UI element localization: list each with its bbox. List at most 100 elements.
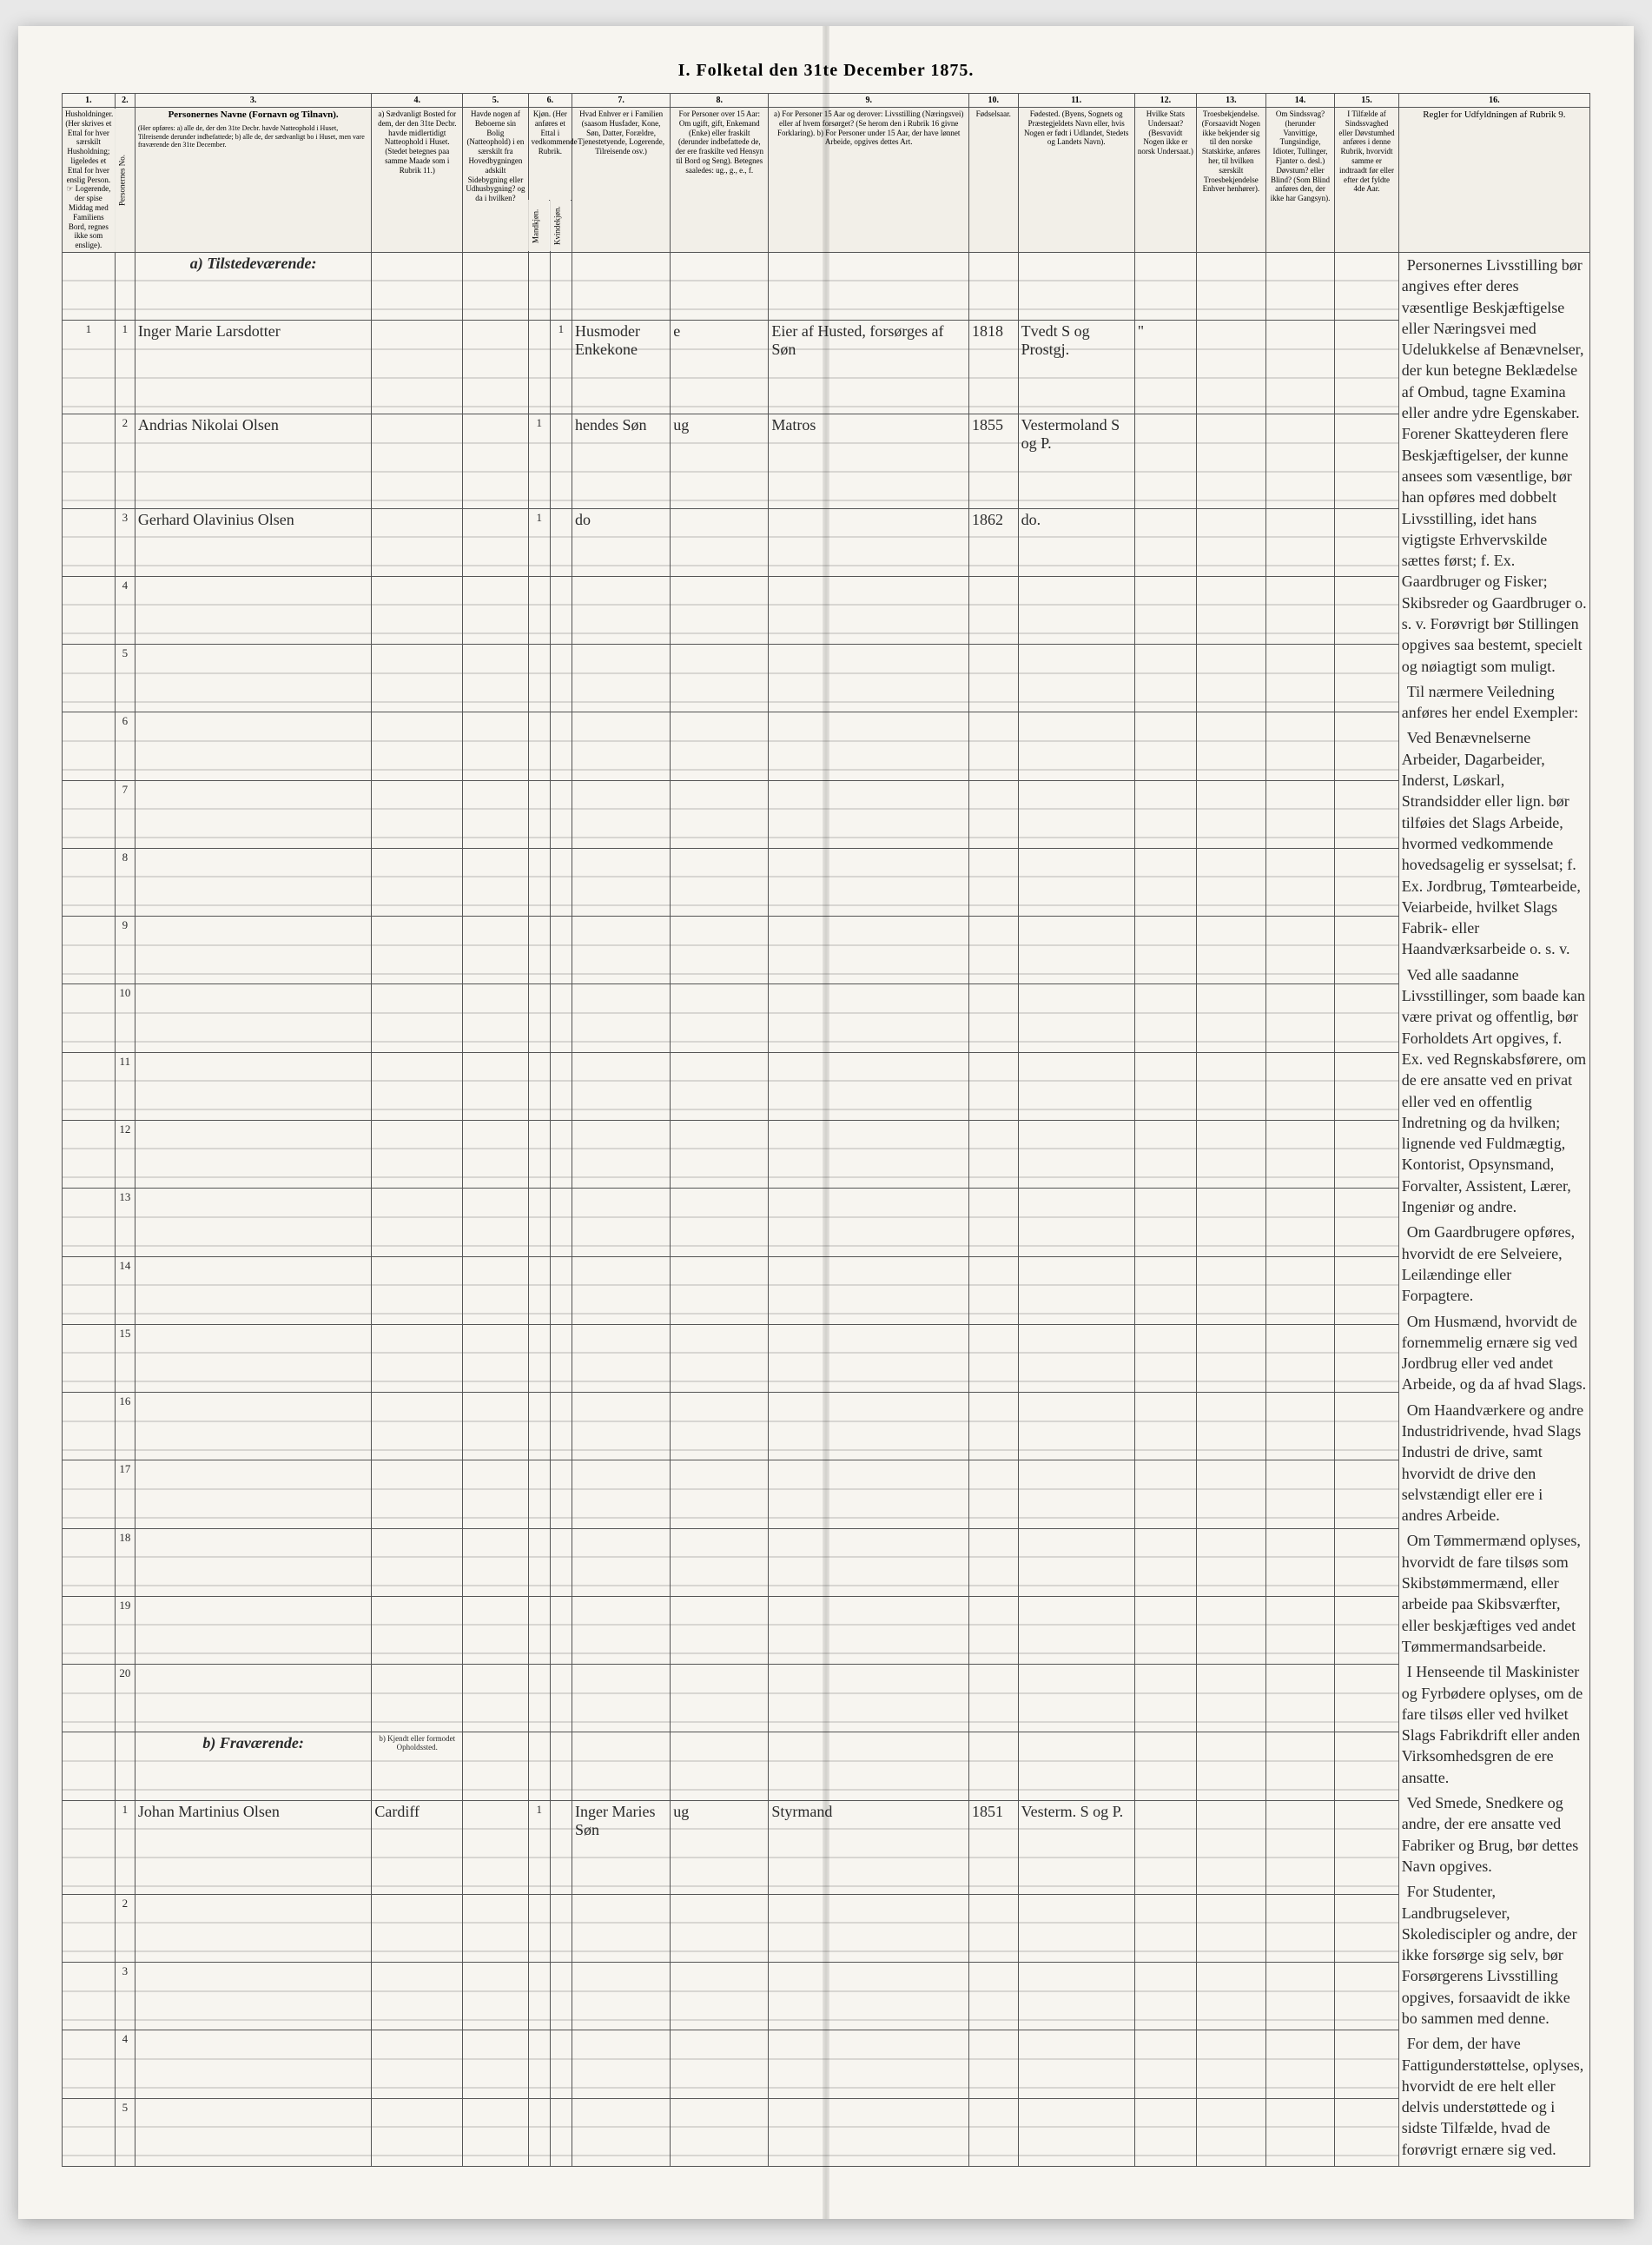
cell xyxy=(1018,984,1134,1052)
cell: ug xyxy=(671,1800,769,1894)
cell xyxy=(769,1120,969,1188)
cell xyxy=(572,1665,670,1732)
cell xyxy=(671,1528,769,1596)
cell xyxy=(372,1528,463,1596)
cell: Tvedt S og Prostgj. xyxy=(1018,321,1134,414)
cell: 1 xyxy=(528,508,550,576)
cell xyxy=(769,2098,969,2166)
cell xyxy=(769,1528,969,1596)
cell: Styrmand xyxy=(769,1800,969,1894)
cell: 1 xyxy=(528,414,550,508)
cell xyxy=(1197,508,1266,576)
cell xyxy=(572,1732,670,1800)
cell xyxy=(372,1460,463,1528)
cell xyxy=(135,2030,372,2098)
cell xyxy=(372,1324,463,1392)
cell xyxy=(1335,1963,1398,2030)
cell xyxy=(671,576,769,644)
cell xyxy=(1335,321,1398,414)
cell: do. xyxy=(1018,508,1134,576)
cell xyxy=(1265,1665,1335,1732)
cell: 5 xyxy=(115,645,135,712)
cell xyxy=(969,1596,1019,1664)
cell xyxy=(572,645,670,712)
cell xyxy=(1335,414,1398,508)
cell xyxy=(135,576,372,644)
cell xyxy=(1265,645,1335,712)
cell xyxy=(969,645,1019,712)
cell xyxy=(372,1256,463,1324)
cell xyxy=(1134,848,1196,916)
cell xyxy=(1265,848,1335,916)
cell xyxy=(671,1120,769,1188)
cell xyxy=(1265,252,1335,320)
cell xyxy=(1134,414,1196,508)
cell xyxy=(1134,917,1196,984)
colnum-2: 2. xyxy=(115,94,135,108)
cell xyxy=(1335,2030,1398,2098)
cell xyxy=(372,1393,463,1460)
cell xyxy=(671,1324,769,1392)
cell: 20 xyxy=(115,1665,135,1732)
cell xyxy=(1018,780,1134,848)
hdr-4: a) Sædvanligt Bosted for dem, der den 31… xyxy=(372,108,463,253)
rules-paragraph: Om Tømmermænd oplyses, hvorvidt de fare … xyxy=(1402,1530,1587,1657)
cell xyxy=(1265,780,1335,848)
cell: Eier af Husted, forsørges af Søn xyxy=(769,321,969,414)
cell xyxy=(1265,1800,1335,1894)
cell xyxy=(135,917,372,984)
cell xyxy=(550,1732,572,1800)
cell: 6 xyxy=(115,712,135,780)
cell xyxy=(1335,1393,1398,1460)
cell: 4 xyxy=(115,2030,135,2098)
cell xyxy=(463,780,528,848)
hdr-7: Hvad Enhver er i Familien (saasom Husfad… xyxy=(572,108,670,253)
cell: 1 xyxy=(115,321,135,414)
cell xyxy=(528,712,550,780)
cell xyxy=(1018,1894,1134,1962)
cell xyxy=(1134,1120,1196,1188)
rules-paragraph: Ved Benævnelserne Arbeider, Dagarbeider,… xyxy=(1402,727,1587,959)
cell xyxy=(1335,848,1398,916)
hdr-11: Fødested. (Byens, Sognets og Præstegjeld… xyxy=(1018,108,1134,253)
cell xyxy=(1018,1120,1134,1188)
cell xyxy=(969,1894,1019,1962)
rules-paragraph: Til nærmere Veiledning anføres her endel… xyxy=(1402,681,1587,724)
cell xyxy=(1197,1393,1266,1460)
cell xyxy=(463,712,528,780)
cell xyxy=(1134,645,1196,712)
cell xyxy=(528,252,550,320)
cell xyxy=(1265,1120,1335,1188)
cell xyxy=(1265,1596,1335,1664)
cell xyxy=(572,1256,670,1324)
cell xyxy=(63,2030,116,2098)
cell xyxy=(1197,576,1266,644)
cell xyxy=(528,984,550,1052)
cell xyxy=(1197,321,1266,414)
cell xyxy=(1335,984,1398,1052)
cell xyxy=(1335,1800,1398,1894)
cell xyxy=(372,984,463,1052)
cell xyxy=(1134,252,1196,320)
cell xyxy=(671,1460,769,1528)
cell xyxy=(769,1963,969,2030)
cell xyxy=(671,2030,769,2098)
cell xyxy=(572,780,670,848)
cell xyxy=(969,984,1019,1052)
cell xyxy=(769,780,969,848)
cell xyxy=(671,984,769,1052)
cell xyxy=(550,1189,572,1256)
cell xyxy=(1134,576,1196,644)
cell xyxy=(1335,780,1398,848)
cell xyxy=(528,1120,550,1188)
hdr-15: I Tilfælde af Sindssvaghed eller Døvstum… xyxy=(1335,108,1398,253)
cell xyxy=(769,1324,969,1392)
cell xyxy=(528,1894,550,1962)
cell xyxy=(528,1393,550,1460)
cell xyxy=(1265,508,1335,576)
cell xyxy=(1335,252,1398,320)
hdr-1: Husholdninger. (Her skrives et Ettal for… xyxy=(63,108,116,253)
cell xyxy=(1335,1324,1398,1392)
cell xyxy=(1197,1800,1266,1894)
cell xyxy=(1134,1665,1196,1732)
